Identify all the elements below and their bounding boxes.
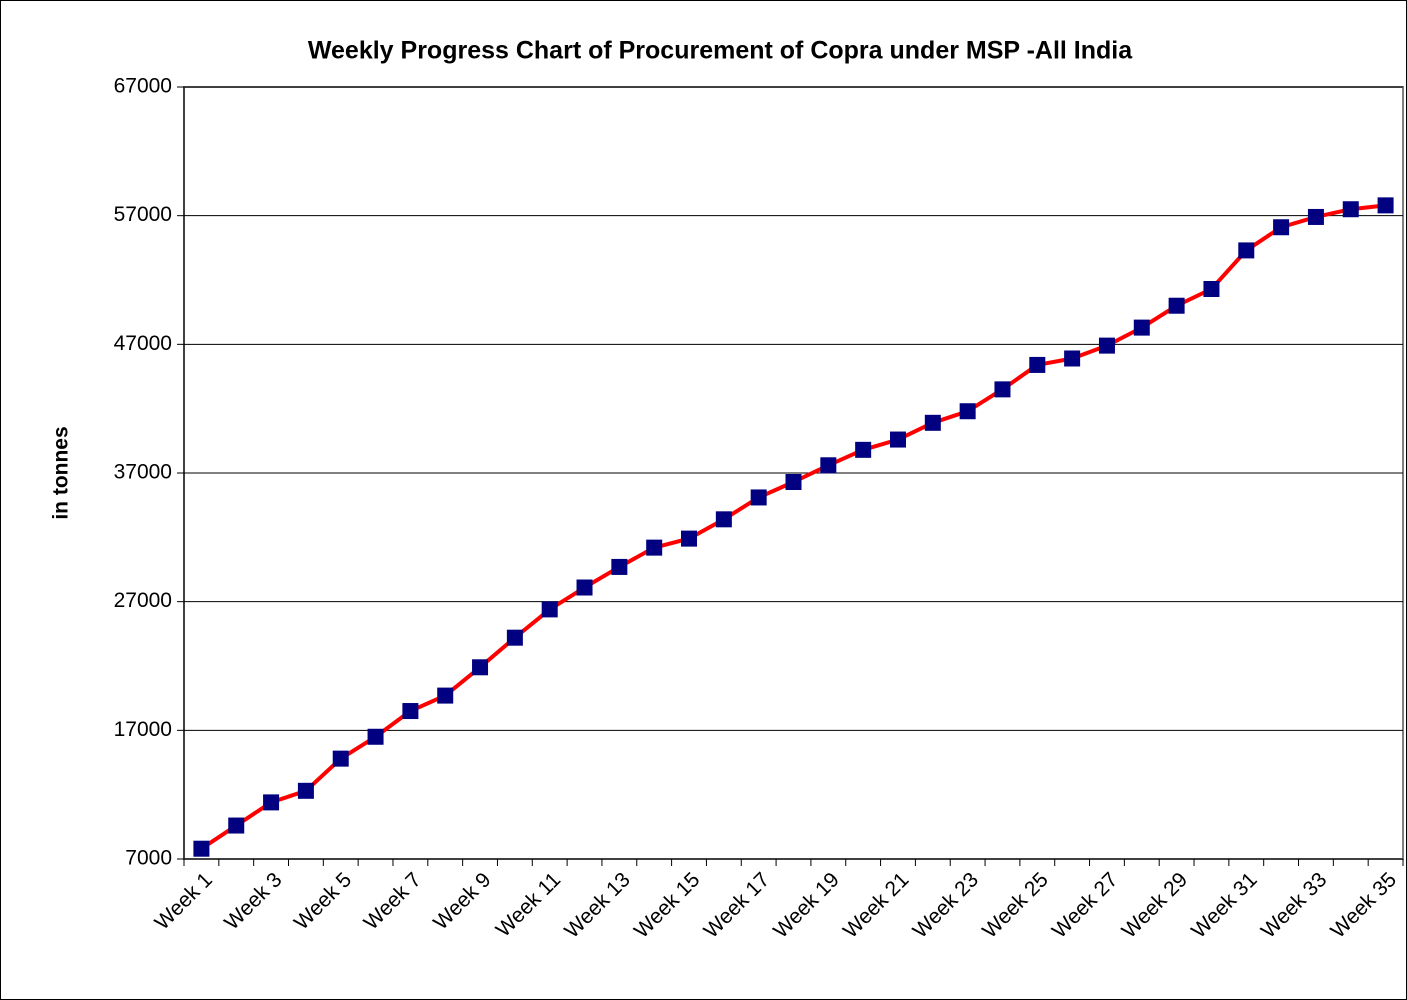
data-point bbox=[1029, 356, 1046, 373]
data-point bbox=[1168, 297, 1185, 314]
data-point bbox=[576, 579, 593, 596]
y-tick-label: 57000 bbox=[114, 203, 172, 226]
data-point bbox=[263, 794, 280, 811]
data-point bbox=[959, 403, 976, 420]
data-point bbox=[506, 629, 523, 646]
data-point bbox=[1133, 319, 1150, 336]
data-point bbox=[750, 489, 767, 506]
data-point bbox=[785, 474, 802, 491]
y-tick-label: 17000 bbox=[114, 718, 172, 741]
y-axis-label: in tonnes bbox=[50, 426, 73, 519]
data-point bbox=[1273, 219, 1290, 236]
data-point bbox=[1342, 201, 1359, 218]
data-point bbox=[472, 659, 489, 676]
data-point bbox=[1377, 197, 1394, 214]
data-point bbox=[297, 782, 314, 799]
y-tick-label: 47000 bbox=[114, 332, 172, 355]
data-point bbox=[924, 414, 941, 431]
y-tick-label: 7000 bbox=[125, 847, 172, 870]
data-point bbox=[193, 840, 210, 857]
y-tick-label: 67000 bbox=[114, 75, 172, 98]
data-point bbox=[820, 457, 837, 474]
data-point bbox=[541, 601, 558, 618]
data-point bbox=[332, 750, 349, 767]
data-point bbox=[1098, 337, 1115, 354]
data-point bbox=[681, 530, 698, 547]
y-tick-label: 37000 bbox=[114, 461, 172, 484]
data-point bbox=[889, 431, 906, 448]
data-point bbox=[1307, 208, 1324, 225]
data-point bbox=[1203, 281, 1220, 298]
data-point bbox=[994, 381, 1011, 398]
data-point bbox=[1064, 350, 1081, 367]
y-tick-label: 27000 bbox=[114, 589, 172, 612]
chart-title: Weekly Progress Chart of Procurement of … bbox=[308, 37, 1133, 65]
data-point bbox=[715, 511, 732, 528]
data-point bbox=[402, 703, 419, 720]
data-point bbox=[367, 728, 384, 745]
data-point bbox=[437, 687, 454, 704]
data-point bbox=[1238, 242, 1255, 259]
data-point bbox=[228, 817, 245, 834]
data-point bbox=[646, 539, 663, 556]
data-point bbox=[855, 441, 872, 458]
data-point bbox=[611, 558, 628, 575]
